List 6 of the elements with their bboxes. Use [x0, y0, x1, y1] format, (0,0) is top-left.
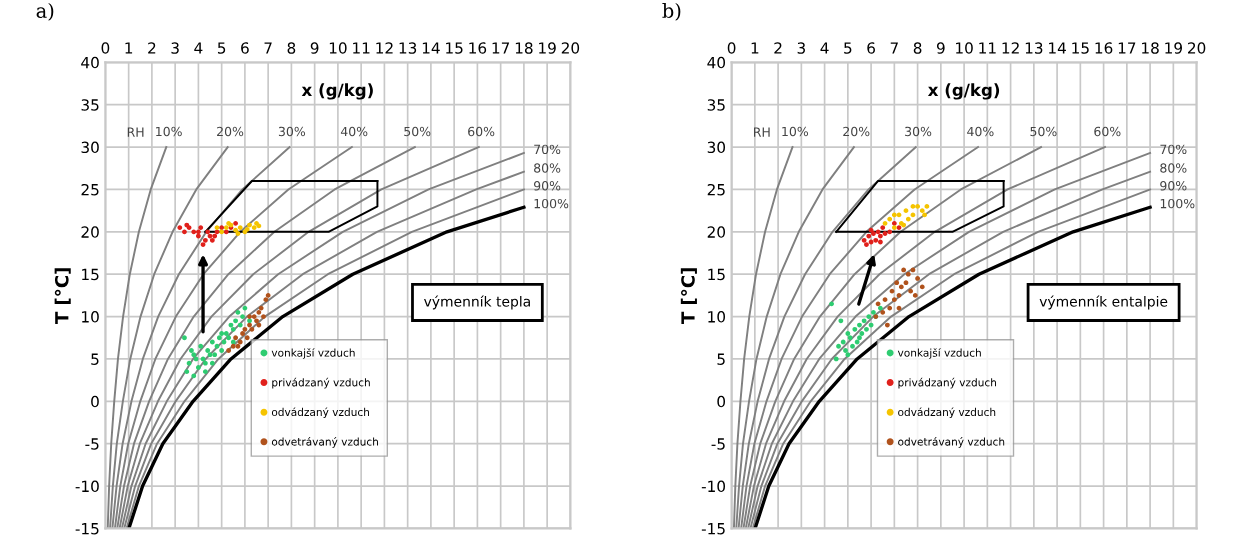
x-axis-title: x (g/kg) [301, 83, 373, 100]
chart-title: a) [36, 2, 54, 21]
chart-title: b) [662, 2, 681, 21]
x-axis-title: x (g/kg) [927, 83, 1000, 100]
y-axis-title: T [°C] [680, 268, 697, 324]
y-axis-title: T [°C] [54, 268, 71, 324]
